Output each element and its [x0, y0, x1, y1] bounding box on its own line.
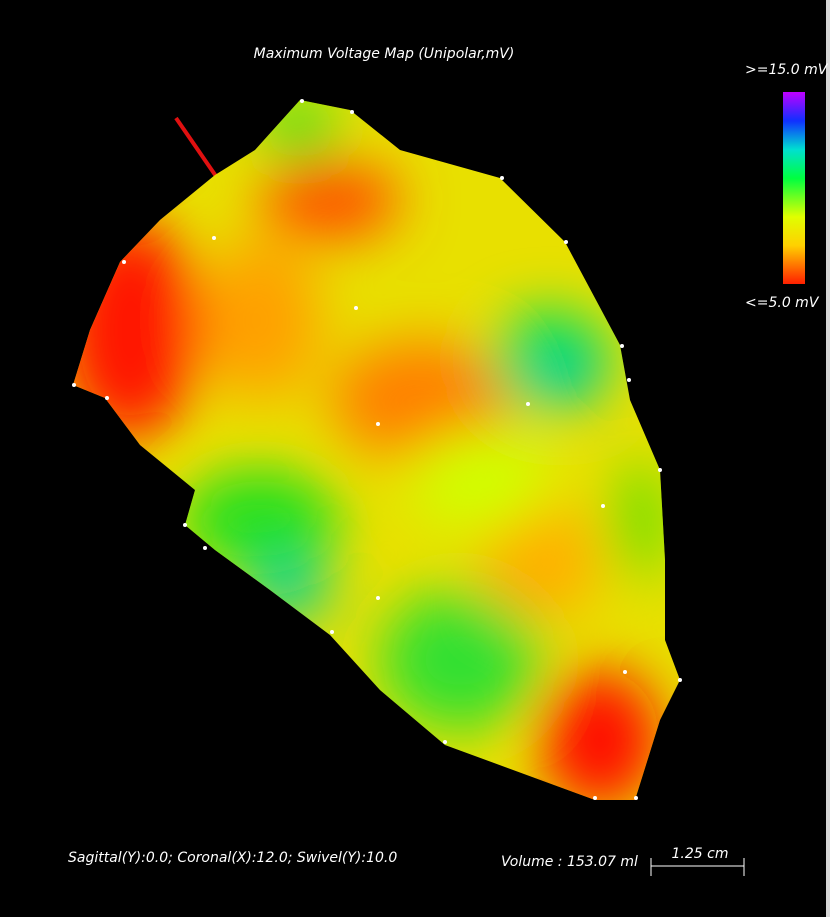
catheter	[174, 116, 222, 184]
volume: Volume : 153.07 ml	[501, 854, 638, 870]
orientation: Sagittal(Y):0.0; Coronal(X):12.0; Swivel…	[68, 850, 397, 866]
map-title: Maximum Voltage Map (Unipolar,mV)	[254, 46, 515, 62]
legend-min: <=5.0 mV	[745, 295, 820, 311]
scale-label: 1.25 cm	[672, 846, 729, 862]
color-bar	[783, 92, 805, 284]
sample-points	[72, 99, 682, 800]
scale-bar	[650, 858, 745, 876]
legend-max: >=15.0 mV	[745, 62, 829, 78]
window-edge	[826, 0, 830, 917]
